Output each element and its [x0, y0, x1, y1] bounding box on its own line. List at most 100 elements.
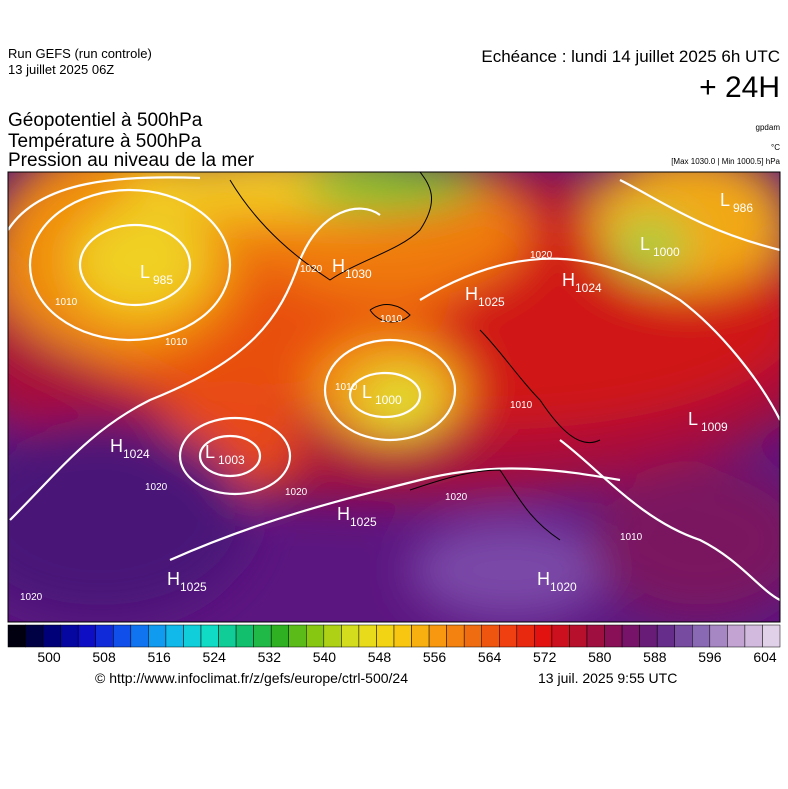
center-letter: L: [720, 190, 730, 210]
center-letter: H: [562, 270, 575, 290]
colorbar-swatch: [183, 624, 202, 648]
colorbar-swatch: [586, 624, 605, 648]
colorbar-label: 516: [147, 649, 171, 665]
colorbar-swatch: [692, 624, 711, 648]
colorbar-swatch: [165, 624, 184, 648]
center-letter: H: [337, 504, 350, 524]
generated-time: 13 juil. 2025 9:55 UTC: [538, 670, 677, 686]
colorbar-swatch: [358, 624, 377, 648]
center-value: 1009: [701, 420, 728, 434]
colorbar-swatch: [551, 624, 570, 648]
colorbar-label: 564: [478, 649, 502, 665]
colorbar-swatch: [235, 624, 254, 648]
map: [8, 172, 780, 622]
title: Pression au niveau de la mer: [8, 150, 255, 171]
colorbar-swatch: [604, 624, 623, 648]
colorbar-label: 548: [368, 649, 392, 665]
colorbar-swatch: [428, 624, 447, 648]
center-letter: L: [362, 382, 372, 402]
colorbar-swatch: [621, 624, 640, 648]
center-letter: L: [688, 409, 698, 429]
colorbar-swatch: [674, 624, 693, 648]
colorbar-swatch: [306, 624, 325, 648]
unit: gpdam: [756, 123, 781, 132]
center-value: 1003: [218, 453, 245, 467]
title: Température à 500hPa: [8, 131, 202, 152]
colorbar-swatch: [481, 624, 500, 648]
colorbar-label: 580: [588, 649, 612, 665]
colorbar-label: 604: [753, 649, 777, 665]
isobar-label: 1020: [285, 487, 308, 498]
center-letter: L: [640, 234, 650, 254]
center-value: 1024: [575, 281, 602, 295]
center-value: 1025: [350, 515, 377, 529]
center-value: 985: [153, 273, 173, 287]
isobar-label: 1020: [145, 482, 168, 493]
colorbar-swatch: [200, 624, 219, 648]
colorbar-swatch: [569, 624, 588, 648]
colorbar-swatch: [253, 624, 272, 648]
colorbar-label: 572: [533, 649, 557, 665]
center-letter: H: [465, 284, 478, 304]
colorbar-swatch: [25, 624, 44, 648]
center-letter: H: [537, 569, 550, 589]
center-value: 1024: [123, 447, 150, 461]
center-value: 1030: [345, 267, 372, 281]
center-letter: L: [140, 262, 150, 282]
colorbar-label: 556: [423, 649, 447, 665]
isobar-label: 1020: [300, 264, 323, 275]
colorbar-swatch: [727, 624, 746, 648]
colorbar-swatch: [411, 624, 430, 648]
isobar-label: 1020: [530, 250, 553, 261]
colorbar-swatch: [60, 624, 79, 648]
colorbar-label: 596: [698, 649, 722, 665]
colorbar-swatch: [218, 624, 237, 648]
unit: [Max 1030.0 | Min 1000.5] hPa: [671, 157, 780, 166]
center-letter: L: [205, 442, 215, 462]
isobar-label: 1010: [380, 314, 403, 325]
colorbar-swatch: [130, 624, 149, 648]
colorbar-swatch: [709, 624, 728, 648]
run-date: 13 juillet 2025 06Z: [8, 62, 114, 77]
center-value: 1020: [550, 580, 577, 594]
colorbar-swatch: [656, 624, 675, 648]
colorbar-swatch: [42, 624, 61, 648]
isobar-label: 1010: [55, 297, 78, 308]
colorbar-swatch: [639, 624, 658, 648]
colorbar-swatch: [376, 624, 395, 648]
center-letter: H: [110, 436, 123, 456]
center-value: 1000: [653, 245, 680, 259]
isobar-label: 1010: [510, 400, 533, 411]
colorbar-swatch: [77, 624, 96, 648]
colorbar-label: 532: [258, 649, 282, 665]
colorbar-swatch: [446, 624, 465, 648]
center-value: 1025: [478, 295, 505, 309]
colorbar-swatch: [148, 624, 167, 648]
colorbar-label: 508: [92, 649, 116, 665]
colorbar-swatch: [323, 624, 342, 648]
colorbar-swatch: [7, 624, 26, 648]
unit: °C: [771, 143, 780, 152]
colorbar-swatch: [534, 624, 553, 648]
lead-time: + 24H: [699, 71, 780, 104]
colorbar-label: 588: [643, 649, 667, 665]
colorbar-label: 524: [203, 649, 227, 665]
colorbar-swatch: [270, 624, 289, 648]
colorbar-swatch: [95, 624, 114, 648]
colorbar-swatch: [288, 624, 307, 648]
isobar-label: 1010: [335, 382, 358, 393]
map-frame: [7, 171, 781, 623]
colorbar: 500 508 516 524 532 540 548 556 564 572 580 588 596 6…: [7, 624, 781, 665]
center-value: 1000: [375, 393, 402, 407]
colorbar-swatch: [516, 624, 535, 648]
valid-time: Echéance : lundi 14 juillet 2025 6h UTC: [481, 47, 780, 66]
colorbar-swatch: [393, 624, 412, 648]
colorbar-swatch: [463, 624, 482, 648]
center-value: 1025: [180, 580, 207, 594]
colorbar-swatch: [341, 624, 360, 648]
colorbar-label: 540: [313, 649, 337, 665]
colorbar-swatch: [113, 624, 132, 648]
isobar-label: 1010: [620, 532, 643, 543]
center-letter: H: [332, 256, 345, 276]
colorbar-swatch: [762, 624, 781, 648]
